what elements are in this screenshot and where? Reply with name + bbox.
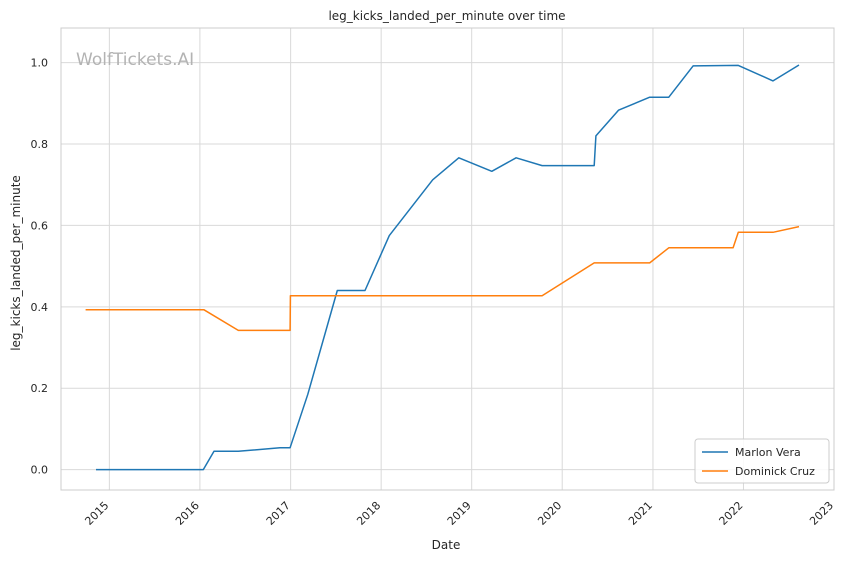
y-tick-label: 0.4 xyxy=(31,301,49,314)
plot-area-frame xyxy=(60,27,835,491)
x-tick-label: 2018 xyxy=(354,499,383,528)
y-tick-label: 0.6 xyxy=(31,219,49,232)
x-tick-label: 2021 xyxy=(626,499,655,528)
legend-label-dominick-cruz: Dominick Cruz xyxy=(735,465,815,478)
legend: Marlon Vera Dominick Cruz xyxy=(694,438,830,484)
watermark: WolfTickets.AI xyxy=(76,50,194,70)
x-tick-label: 2019 xyxy=(445,499,474,528)
y-axis-ticks: 0.0 0.2 0.4 0.6 0.8 1.0 xyxy=(31,57,49,477)
x-tick-label: 2020 xyxy=(535,499,564,528)
x-tick-label: 2023 xyxy=(807,499,836,528)
x-axis-label: Date xyxy=(432,538,461,552)
x-tick-label: 2017 xyxy=(264,499,293,528)
x-tick-label: 2015 xyxy=(82,499,111,528)
x-tick-label: 2022 xyxy=(717,499,746,528)
y-tick-label: 0.8 xyxy=(31,138,49,151)
legend-label-marlon-vera: Marlon Vera xyxy=(735,446,801,459)
x-axis-ticks: 2015 2016 2017 2018 2019 2020 2021 2022 2023 xyxy=(82,499,836,528)
legend-box xyxy=(694,438,830,484)
y-tick-label: 0.0 xyxy=(31,464,49,477)
series-line-marlon-vera xyxy=(96,64,800,471)
y-axis-label: leg_kicks_landed_per_minute xyxy=(9,175,23,351)
grid xyxy=(61,28,835,490)
series-line-dominick-cruz xyxy=(85,225,800,332)
chart-title: leg_kicks_landed_per_minute over time xyxy=(328,9,565,23)
x-tick-label: 2016 xyxy=(173,499,202,528)
y-tick-label: 0.2 xyxy=(31,382,49,395)
y-tick-label: 1.0 xyxy=(31,57,49,70)
series-lines xyxy=(85,64,800,471)
